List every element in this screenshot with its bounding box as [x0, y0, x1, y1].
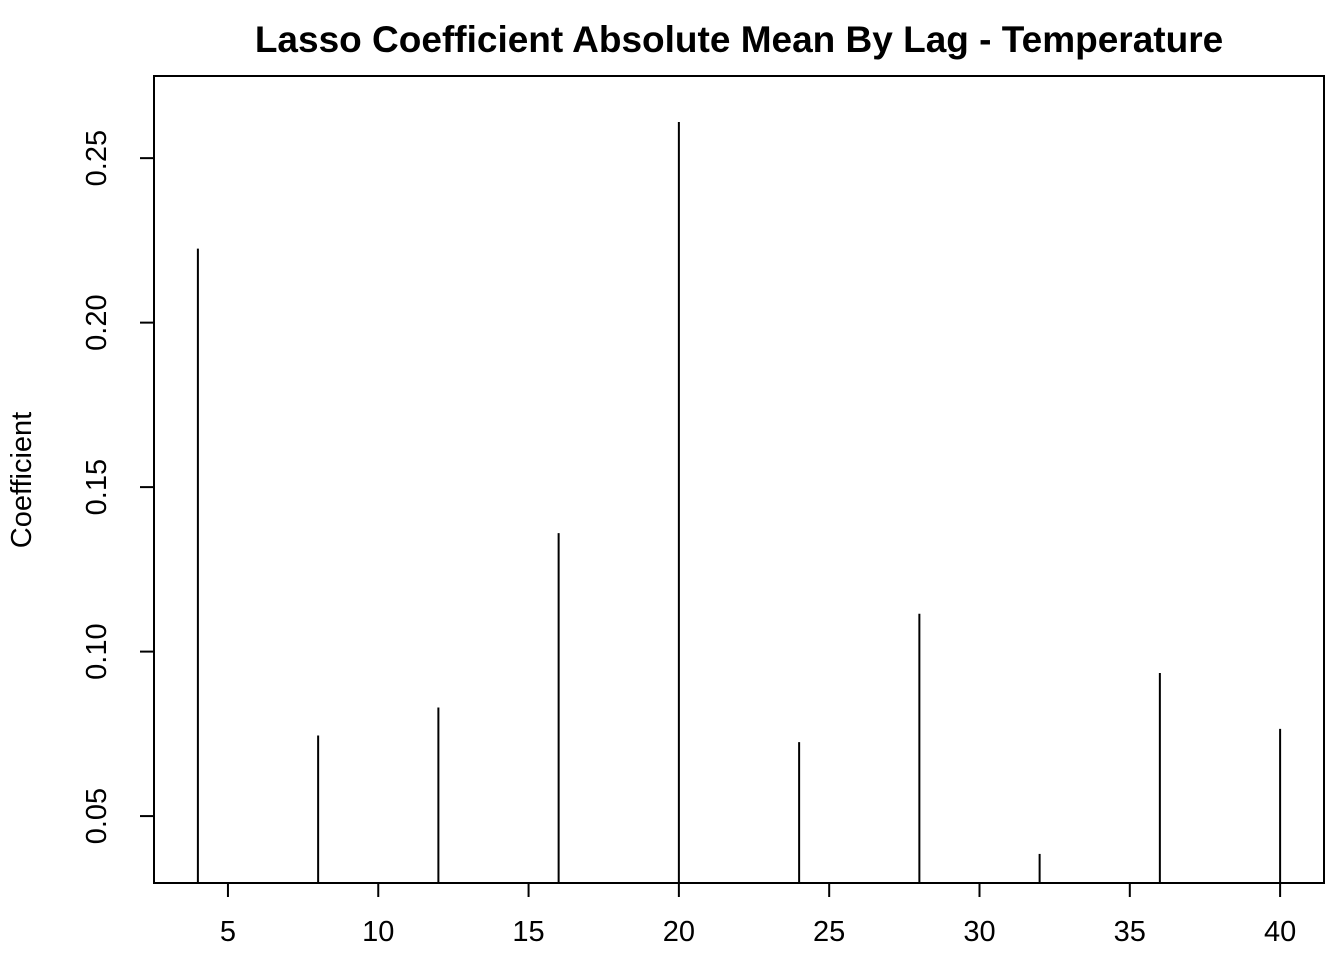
x-axis: 5 10 15 20 25 30 35 40 — [220, 883, 1296, 948]
x-tick-label: 10 — [362, 916, 394, 948]
x-tick-label: 30 — [963, 916, 995, 948]
data-spikes — [196, 121, 1282, 883]
y-tick-label: 0.20 — [81, 294, 113, 350]
y-axis: 0.05 0.10 0.15 0.20 0.25 — [81, 130, 154, 844]
x-tick-label: 25 — [813, 916, 845, 948]
x-tick-label: 5 — [220, 916, 236, 948]
x-tick-label: 20 — [663, 916, 695, 948]
y-tick-label: 0.25 — [81, 130, 113, 186]
plot-frame — [153, 75, 1325, 884]
y-tick-label: 0.05 — [81, 788, 113, 844]
y-axis-label: Coefficient — [6, 412, 38, 549]
chart-title: Lasso Coefficient Absolute Mean By Lag -… — [255, 19, 1223, 60]
y-tick-label: 0.15 — [81, 459, 113, 515]
x-tick-label: 35 — [1114, 916, 1146, 948]
x-tick-label: 40 — [1264, 916, 1296, 948]
x-tick-label: 15 — [512, 916, 544, 948]
y-tick-label: 0.10 — [81, 623, 113, 679]
